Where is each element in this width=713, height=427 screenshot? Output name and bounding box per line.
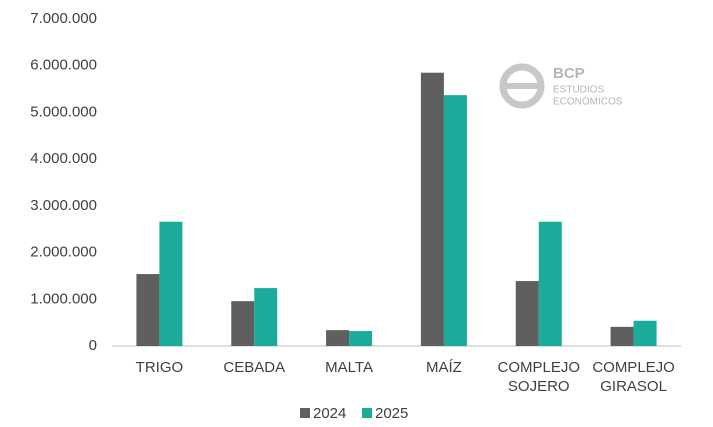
x-tick-label: TRIGO	[135, 359, 184, 376]
legend-swatch	[362, 408, 372, 418]
legend-label: 2025	[375, 405, 408, 422]
bar	[326, 330, 350, 346]
bar	[420, 72, 444, 346]
bar	[159, 221, 183, 346]
legend-label: 2024	[313, 405, 346, 422]
y-tick-label: 7.000.000	[30, 10, 97, 27]
x-tick-label: MALTA	[325, 359, 373, 376]
bar	[538, 221, 562, 346]
logo-mark	[499, 63, 545, 109]
y-tick-label: 1.000.000	[30, 290, 97, 307]
bar	[349, 331, 373, 346]
bar	[633, 320, 657, 346]
x-tick-label: CEBADA	[223, 359, 286, 376]
bar	[136, 274, 160, 346]
bar	[254, 288, 278, 346]
logo-name: BCP	[553, 65, 585, 82]
x-tick-label: MAÍZ	[425, 359, 462, 376]
legend-swatch	[300, 408, 310, 418]
y-tick-label: 4.000.000	[30, 150, 97, 167]
bar	[610, 326, 634, 346]
y-tick-label: 3.000.000	[30, 197, 97, 214]
bar	[231, 301, 255, 346]
bar	[443, 95, 467, 346]
logo-line: ESTUDIOS	[553, 85, 604, 96]
bar	[515, 281, 539, 346]
y-tick-label: 2.000.000	[30, 244, 97, 261]
y-tick-label: 5.000.000	[30, 103, 97, 120]
y-tick-label: 6.000.000	[30, 57, 97, 74]
x-tick-label: COMPLEJO SOJERO	[497, 359, 580, 395]
logo: BCP ESTUDIOS ECONÓMICOS	[499, 63, 623, 109]
x-tick-label: COMPLEJO GIRASOL	[592, 359, 675, 395]
y-tick-label: 0	[89, 337, 97, 354]
logo-line: ECONÓMICOS	[553, 95, 623, 108]
